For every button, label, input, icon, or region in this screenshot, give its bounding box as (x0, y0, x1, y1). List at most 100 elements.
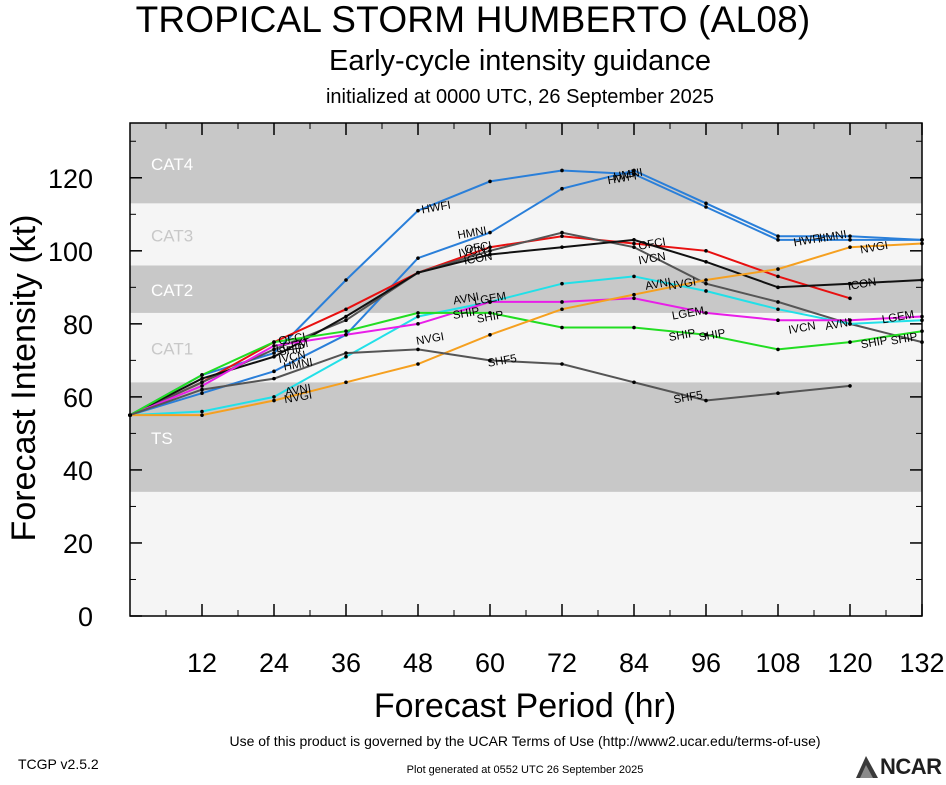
x-tick-label: 36 (331, 648, 361, 678)
series-line-ivcn (129, 231, 923, 417)
data-point (776, 274, 780, 279)
data-point (488, 333, 492, 337)
data-point (704, 398, 708, 403)
data-point (704, 249, 708, 253)
series-label: HMNI (457, 225, 488, 242)
ncar-logo: NCAR (854, 753, 946, 780)
ncar-logo-icon (856, 756, 878, 778)
band-label: CAT4 (151, 155, 193, 174)
band-label: CAT1 (151, 340, 193, 359)
series-label: OFCI (464, 240, 493, 257)
series-label: HWFI (607, 170, 638, 187)
series-label: SHIP (278, 342, 307, 359)
data-point (200, 376, 204, 381)
data-point (560, 168, 564, 173)
series-label: HMNI (817, 229, 848, 246)
x-tick-label: 132 (899, 648, 944, 678)
data-point (776, 307, 780, 312)
x-tick-label: 12 (187, 648, 217, 678)
data-point (632, 296, 636, 301)
band-label: CAT3 (151, 226, 193, 245)
data-point (344, 329, 348, 333)
data-point (416, 311, 420, 315)
series-line-hmni (129, 169, 923, 417)
data-point (272, 340, 276, 344)
series-label: LGEM (671, 305, 705, 322)
data-point (416, 208, 420, 213)
data-point (632, 241, 636, 246)
series-label: LGEM (881, 309, 915, 326)
x-tick-label: 108 (755, 648, 800, 678)
series-label: HMNI (283, 357, 314, 374)
chart-subtitle: Early-cycle intensity guidance (328, 45, 711, 77)
data-point (200, 387, 204, 392)
data-point (632, 274, 636, 279)
series-line-nvgi (130, 242, 923, 417)
data-point (344, 278, 348, 282)
axes (129, 122, 923, 617)
series-label: NVGI (667, 276, 697, 293)
data-point (704, 205, 708, 209)
data-point (488, 230, 492, 235)
series-label: AVNI (284, 382, 312, 398)
data-point (848, 384, 852, 388)
category-bands: TS CAT1 CAT2 CAT3 CAT4 (130, 123, 922, 616)
data-point (560, 234, 564, 239)
series-label: NVGI (283, 390, 313, 407)
data-point (848, 322, 852, 326)
series-label: SHIP (860, 335, 889, 352)
data-point (848, 238, 852, 242)
series-label: SHF5 (487, 353, 518, 370)
data-point (632, 168, 636, 173)
data-point (704, 311, 708, 315)
series-label: SHIP (668, 327, 697, 344)
data-point (344, 314, 348, 319)
band-cat2 (130, 265, 922, 313)
y-tick-label: 60 (63, 383, 93, 413)
data-point (704, 333, 708, 337)
data-point (560, 245, 564, 249)
data-point (632, 325, 636, 330)
series-label: OFCI (638, 236, 667, 253)
data-point (488, 311, 492, 315)
data-point (776, 391, 780, 396)
y-tick-label: 80 (63, 310, 93, 340)
data-point (560, 300, 564, 304)
data-point (848, 318, 852, 323)
data-point (416, 362, 420, 366)
data-point (200, 413, 204, 417)
data-point (416, 314, 420, 319)
data-point (200, 391, 204, 396)
y-tick-label: 120 (48, 164, 93, 194)
series-line-ship (129, 311, 923, 416)
data-point (416, 256, 420, 260)
data-point (344, 318, 348, 323)
x-tick-label: 24 (259, 648, 289, 678)
series-label: OFCI (278, 331, 307, 348)
data-point (272, 343, 276, 348)
y-tick-label: 40 (63, 456, 93, 486)
x-tick-label: 48 (403, 648, 433, 678)
x-tick-label: 120 (827, 648, 872, 678)
ncar-logo-text: NCAR (880, 754, 942, 779)
data-point (848, 296, 852, 301)
data-point (632, 238, 636, 242)
y-axis-label: Forecast Intensity (kt) (5, 214, 43, 542)
data-point (632, 380, 636, 385)
series-label: IVCN (788, 320, 817, 337)
series-line-icon (129, 238, 923, 416)
series-line-lgem (129, 297, 923, 417)
x-tick-label: 60 (475, 648, 505, 678)
data-point (560, 362, 564, 366)
data-point (272, 398, 276, 403)
series-line-avni (129, 275, 923, 417)
data-point (200, 373, 204, 377)
series-label: IVCN (278, 349, 307, 366)
data-point (488, 252, 492, 257)
data-point (416, 270, 420, 275)
series-label: HWFI (793, 232, 824, 249)
data-point (776, 238, 780, 242)
series-label: SHF5 (673, 389, 704, 406)
data-point (704, 278, 708, 282)
x-axis-label: Forecast Period (hr) (373, 687, 677, 725)
